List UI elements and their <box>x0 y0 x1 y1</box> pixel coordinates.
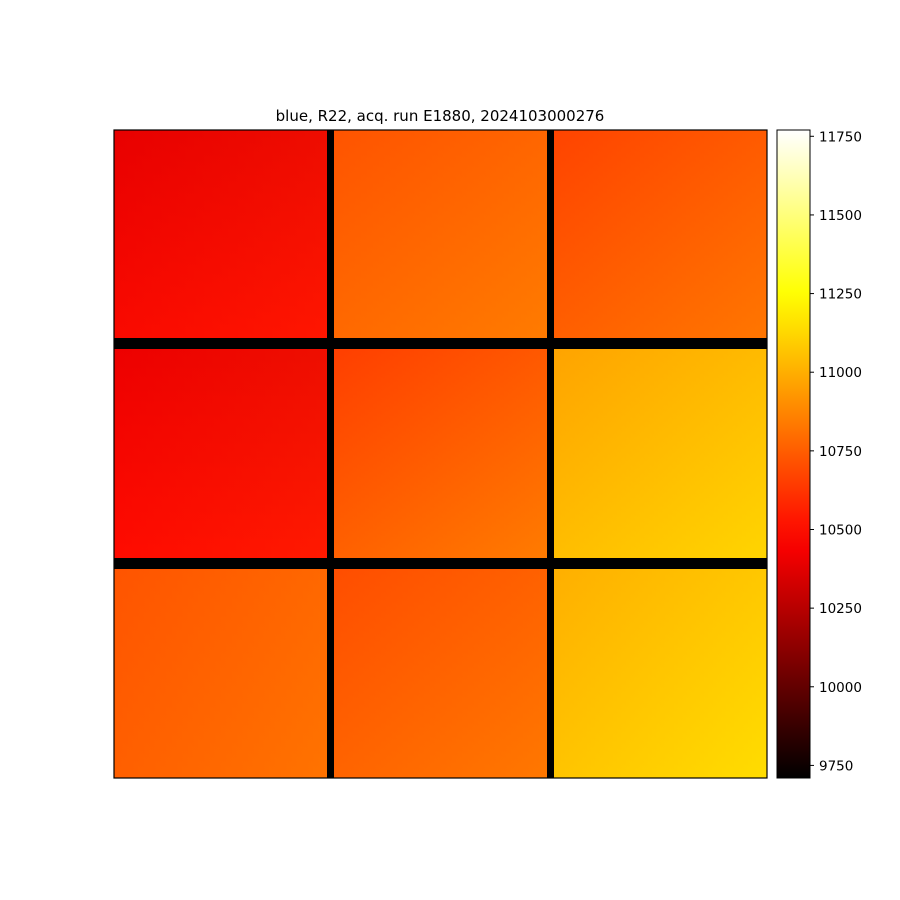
colorbar-tick-label: 11500 <box>819 208 862 224</box>
colorbar-gradient <box>776 129 811 779</box>
chart-title: blue, R22, acq. run E1880, 2024103000276 <box>276 107 605 125</box>
colorbar-tick-label: 11750 <box>819 129 862 145</box>
colorbar: 9750 10000 10250 10500 10750 11000 11250 11500 1… <box>776 129 862 779</box>
colorbar-tick-label: 9750 <box>819 758 853 774</box>
colorbar-tick-label: 10500 <box>819 522 862 538</box>
colorbar-tick-label: 11000 <box>819 365 862 381</box>
detector-panel-r2-c2 <box>554 569 767 778</box>
colorbar-tick-label: 10000 <box>819 680 862 696</box>
detector-panel-r1-c2 <box>554 349 767 558</box>
heatmap-image <box>114 130 767 778</box>
detector-panel-r0-c1 <box>334 130 547 338</box>
detector-panel-r0-c2 <box>554 130 767 338</box>
colorbar-tick-label: 11250 <box>819 287 862 303</box>
detector-panel-r1-c1 <box>334 349 547 558</box>
detector-panel-r0-c0 <box>114 130 327 338</box>
axes-frame <box>113 129 768 779</box>
detector-panel-r2-c0 <box>114 569 327 778</box>
detector-panel-r1-c0 <box>114 349 327 558</box>
detector-panel-r2-c1 <box>334 569 547 778</box>
colorbar-tick-label: 10250 <box>819 601 862 617</box>
colorbar-tick-label: 10750 <box>819 444 862 460</box>
